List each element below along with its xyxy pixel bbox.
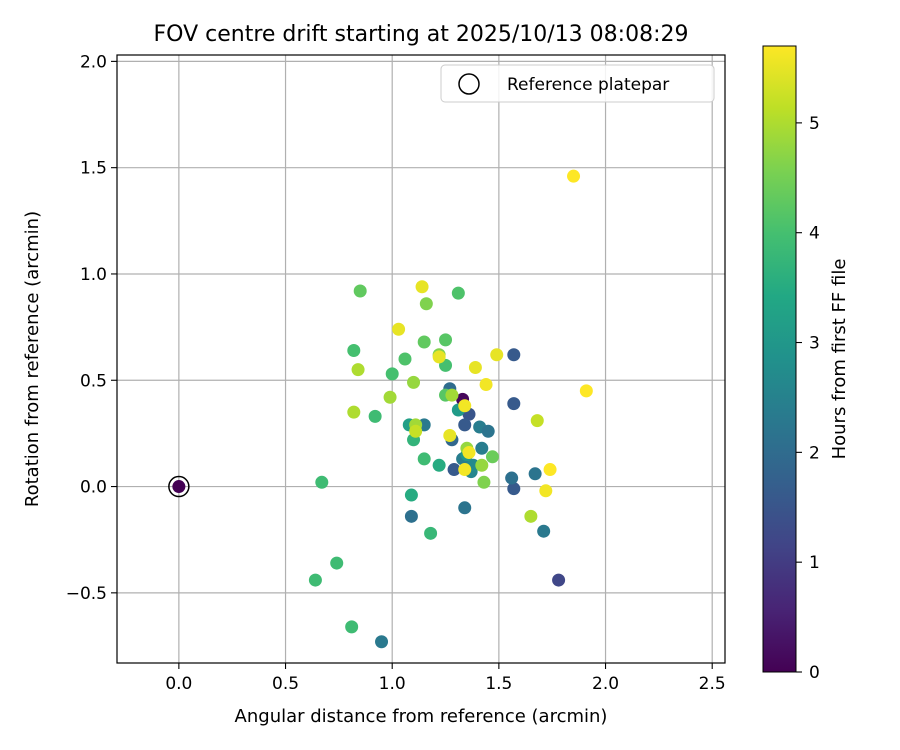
data-point (417, 335, 431, 349)
data-point (579, 384, 593, 398)
data-point (468, 361, 482, 375)
y-tick-label: 0.5 (80, 371, 107, 391)
data-point (475, 441, 489, 455)
colorbar-tick-label: 5 (809, 114, 820, 134)
data-point (432, 350, 446, 364)
reference-marker-group (168, 475, 190, 498)
chart-title: FOV centre drift starting at 2025/10/13 … (154, 22, 689, 47)
data-point (407, 375, 421, 389)
colorbar-label: Hours from first FF file (829, 259, 850, 460)
data-point (404, 488, 418, 502)
data-point (490, 348, 504, 362)
y-tick-label: 0.0 (80, 478, 107, 498)
data-points (172, 169, 593, 649)
data-point (458, 501, 472, 515)
data-point (543, 463, 557, 477)
data-point (462, 446, 476, 460)
data-point (315, 475, 329, 489)
colorbar (762, 45, 797, 673)
data-point (404, 509, 418, 523)
y-tick-label: 2.0 (80, 52, 107, 72)
data-point (398, 352, 412, 366)
y-tick-label: 1.5 (80, 159, 107, 179)
data-point (415, 280, 429, 294)
colorbar-tick-label: 1 (809, 553, 820, 573)
data-point (424, 526, 438, 540)
legend-reference-marker (458, 73, 480, 95)
data-point (409, 424, 423, 438)
data-point (172, 480, 186, 494)
legend-box (440, 64, 715, 103)
data-point (439, 333, 453, 347)
data-point (351, 363, 365, 377)
data-point (567, 169, 581, 183)
colorbar-tick-label: 0 (809, 663, 820, 683)
data-point (443, 429, 457, 443)
data-point (445, 388, 459, 402)
x-tick-label: 0.5 (272, 674, 299, 694)
legend-label: Reference platepar (507, 75, 669, 95)
data-point (330, 556, 344, 570)
colorbar-tick-label: 3 (809, 334, 820, 354)
data-point (479, 378, 493, 392)
data-point (477, 475, 491, 489)
grid (117, 55, 725, 663)
data-point (528, 467, 542, 481)
data-point (432, 458, 446, 472)
x-tick-label: 1.0 (379, 674, 406, 694)
x-axis-label: Angular distance from reference (arcmin) (235, 706, 608, 727)
x-tick-label: 2.5 (699, 674, 726, 694)
y-tick-label: −0.5 (66, 584, 107, 604)
plot-frame (116, 54, 726, 664)
data-point (375, 635, 389, 649)
data-point (368, 409, 382, 423)
y-tick-label: 1.0 (80, 265, 107, 285)
legend: Reference platepar (440, 64, 715, 103)
data-point (530, 414, 544, 428)
x-tick-label: 1.5 (485, 674, 512, 694)
data-point (447, 463, 461, 477)
data-point (507, 482, 521, 496)
data-point (458, 418, 472, 432)
data-point (552, 573, 566, 587)
data-point (353, 284, 367, 298)
y-axis-label: Rotation from reference (arcmin) (22, 211, 43, 507)
y-axis-ticks: −0.5 0.0 0.5 1.0 1.5 2.0 (66, 52, 117, 604)
data-point (392, 322, 406, 336)
data-point (347, 405, 361, 419)
colorbar-tick-label: 2 (809, 443, 820, 463)
data-point (505, 471, 519, 485)
data-point (383, 390, 397, 404)
data-point (539, 484, 553, 498)
reference-marker (168, 475, 190, 498)
data-point (524, 509, 538, 523)
data-point (537, 524, 551, 538)
data-point (417, 452, 431, 466)
data-point (507, 397, 521, 411)
data-point (385, 367, 399, 381)
data-point (507, 348, 521, 362)
colorbar-tick-label: 4 (809, 224, 820, 244)
data-point (481, 424, 495, 438)
data-point (475, 458, 489, 472)
data-point (308, 573, 322, 587)
x-tick-label: 2.0 (592, 674, 619, 694)
data-point (485, 450, 499, 464)
data-point (458, 463, 472, 477)
colorbar-ticks: 0 1 2 3 4 5 (796, 114, 820, 683)
data-point (451, 286, 465, 300)
x-tick-label: 0.0 (165, 674, 192, 694)
data-point (345, 620, 359, 634)
data-point (347, 343, 361, 357)
x-axis-ticks: 0.0 0.5 1.0 1.5 2.0 2.5 (165, 663, 726, 694)
data-point (458, 399, 472, 413)
data-point (419, 297, 433, 311)
